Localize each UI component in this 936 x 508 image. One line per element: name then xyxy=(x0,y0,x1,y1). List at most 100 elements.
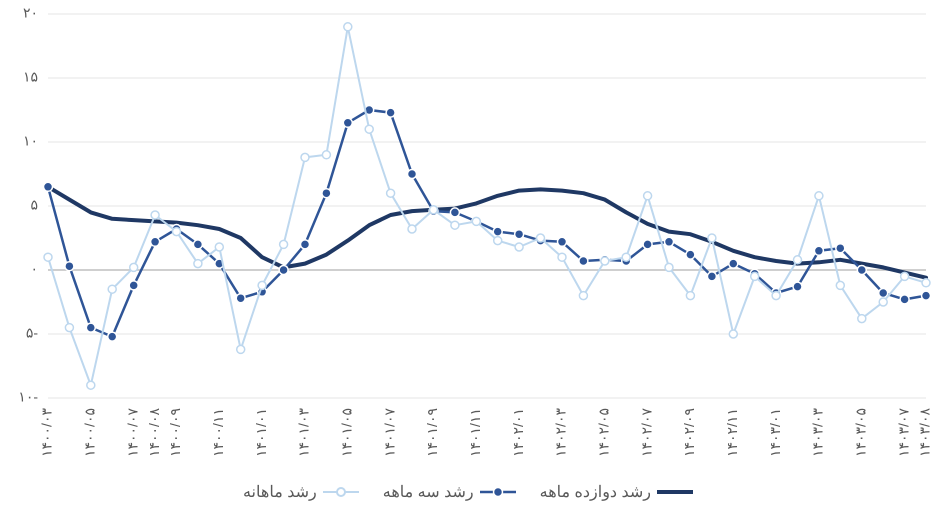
series-marker xyxy=(686,292,694,300)
x-tick-label: ۱۴۰۲/۰۷ xyxy=(638,408,654,457)
series-marker xyxy=(387,189,395,197)
series-marker xyxy=(280,240,288,248)
series-marker xyxy=(236,294,245,303)
x-tick-label: ۱۴۰۰/۰۷ xyxy=(124,408,140,457)
x-tick-label: ۱۴۰۰/۰۳ xyxy=(39,408,55,457)
x-tick-label: ۱۴۰۳/۰۸ xyxy=(917,408,933,457)
y-tick-label: ۰ xyxy=(30,261,38,277)
series-marker xyxy=(87,381,95,389)
series-marker xyxy=(814,246,823,255)
series-marker xyxy=(558,253,566,261)
series-marker xyxy=(322,189,331,198)
series-marker xyxy=(450,208,459,217)
x-tick-label: ۱۴۰۱/۰۷ xyxy=(381,408,397,457)
x-tick-label: ۱۴۰۳/۰۱ xyxy=(767,408,783,457)
x-tick-label: ۱۴۰۰/۰۹ xyxy=(167,408,183,457)
series-marker xyxy=(151,237,160,246)
legend-item-1m: رشد ماهانه xyxy=(243,482,359,502)
series-marker xyxy=(579,257,588,266)
series-marker xyxy=(815,192,823,200)
series-marker xyxy=(922,291,931,300)
series-marker xyxy=(793,282,802,291)
series-marker xyxy=(215,243,223,251)
series-marker xyxy=(44,182,53,191)
series-marker xyxy=(108,285,116,293)
series-marker xyxy=(451,221,459,229)
x-tick-label: ۱۴۰۱/۰۵ xyxy=(339,408,355,457)
series-marker xyxy=(493,227,502,236)
chart-svg: ۲۰ ۱۵ ۱۰ ۵ ۰ ۵- ۱۰-۱۴۰۰/۰۳ ۱۴۰۰/۰۵ ۱۴۰۰/۰۷ ۱۴۰۰/۰… xyxy=(0,0,936,508)
series-marker xyxy=(515,230,524,239)
series-marker xyxy=(322,151,330,159)
series-marker xyxy=(772,292,780,300)
series-marker xyxy=(301,153,309,161)
y-tick-label: ۵ xyxy=(30,197,38,213)
x-tick-label: ۱۴۰۱/۰۱ xyxy=(253,408,269,457)
series-marker xyxy=(879,298,887,306)
series-marker xyxy=(665,263,673,271)
series-marker xyxy=(558,237,567,246)
series-marker xyxy=(151,211,159,219)
x-tick-label: ۱۴۰۰/۱۱ xyxy=(210,408,226,457)
series-marker xyxy=(258,281,266,289)
legend-item-3m: رشد سه ماهه xyxy=(383,482,516,502)
x-tick-label: ۱۴۰۳/۰۷ xyxy=(895,408,911,457)
series-marker xyxy=(900,295,909,304)
x-tick-label: ۱۴۰۲/۰۹ xyxy=(681,408,697,457)
series-marker xyxy=(858,315,866,323)
y-tick-label: ۲۰ xyxy=(23,5,38,21)
series-marker xyxy=(130,263,138,271)
y-tick-label: ۱۵ xyxy=(23,69,38,85)
series-marker xyxy=(643,240,652,249)
series-marker xyxy=(494,237,502,245)
legend-label-12m: رشد دوازده ماهه xyxy=(540,482,651,502)
series-marker xyxy=(836,244,845,253)
series-marker xyxy=(794,256,802,264)
series-marker xyxy=(65,324,73,332)
x-tick-label: ۱۴۰۲/۰۳ xyxy=(553,408,569,457)
series-marker xyxy=(729,259,738,268)
series-marker xyxy=(301,240,310,249)
x-tick-label: ۱۴۰۰/۰۵ xyxy=(82,408,98,457)
series-marker xyxy=(857,266,866,275)
series-marker xyxy=(686,250,695,259)
series-marker xyxy=(193,240,202,249)
series-marker xyxy=(173,228,181,236)
series-marker xyxy=(622,253,630,261)
legend-item-12m: رشد دوازده ماهه xyxy=(540,482,693,502)
x-tick-label: ۱۴۰۰/۰۸ xyxy=(146,408,162,457)
series-marker xyxy=(430,206,438,214)
legend-swatch-1m xyxy=(323,484,359,500)
series-marker xyxy=(129,281,138,290)
series-marker xyxy=(65,262,74,271)
series-marker xyxy=(751,272,759,280)
series-marker xyxy=(901,272,909,280)
legend: رشد دوازده ماهه رشد سه ماهه رشد ماهانه xyxy=(0,482,936,502)
x-tick-label: ۱۴۰۳/۰۵ xyxy=(853,408,869,457)
series-marker xyxy=(729,330,737,338)
series-marker xyxy=(408,170,417,179)
y-tick-label: ۱۰- xyxy=(18,389,38,405)
series-marker xyxy=(279,266,288,275)
series-marker xyxy=(343,118,352,127)
series-marker xyxy=(386,108,395,117)
legend-label-1m: رشد ماهانه xyxy=(243,482,317,502)
y-tick-label: ۱۰ xyxy=(23,133,38,149)
series-marker xyxy=(707,272,716,281)
x-tick-label: ۱۴۰۱/۰۹ xyxy=(424,408,440,457)
series-marker xyxy=(515,243,523,251)
line-chart: ۲۰ ۱۵ ۱۰ ۵ ۰ ۵- ۱۰-۱۴۰۰/۰۳ ۱۴۰۰/۰۵ ۱۴۰۰/۰۷ ۱۴۰۰/۰… xyxy=(0,0,936,508)
series-marker xyxy=(601,257,609,265)
x-tick-label: ۱۴۰۲/۱۱ xyxy=(724,408,740,457)
series-marker xyxy=(408,225,416,233)
series-marker xyxy=(644,192,652,200)
series-marker xyxy=(365,125,373,133)
series-marker xyxy=(836,281,844,289)
series-marker xyxy=(537,234,545,242)
legend-swatch-3m xyxy=(480,484,516,500)
series-marker xyxy=(237,345,245,353)
series-marker xyxy=(86,323,95,332)
x-tick-label: ۱۴۰۱/۰۳ xyxy=(296,408,312,457)
y-tick-label: ۵- xyxy=(26,325,39,341)
series-marker xyxy=(108,332,117,341)
